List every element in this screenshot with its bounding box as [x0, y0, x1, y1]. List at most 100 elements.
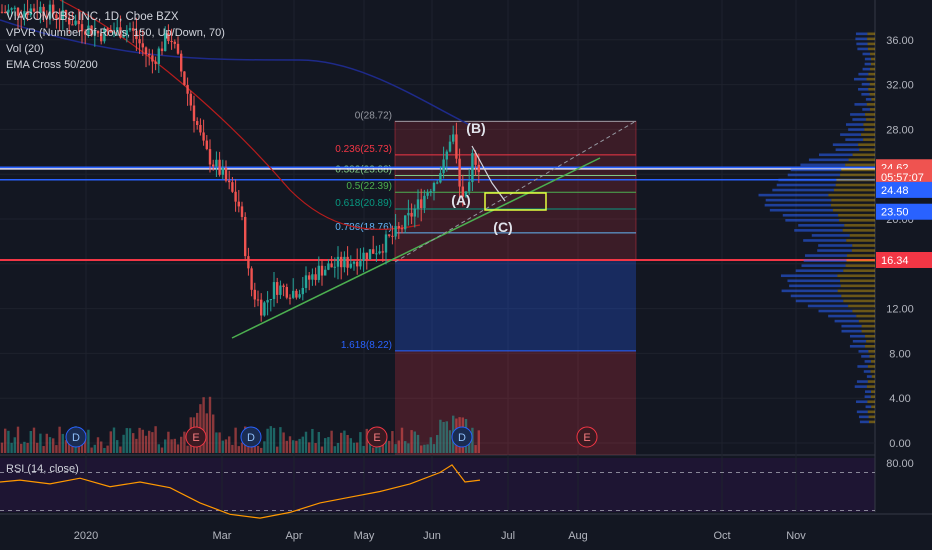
volume-bar [263, 441, 266, 453]
vpvr-down-bar [864, 345, 875, 348]
volume-bar [432, 444, 436, 453]
volume-bar [336, 442, 340, 453]
vpvr-up-bar [856, 42, 868, 46]
vpvr-up-bar [807, 304, 849, 308]
candle-body [106, 28, 109, 31]
vpvr-down-bar [867, 365, 875, 368]
vpvr-down-bar [845, 163, 875, 167]
volume-bar [330, 430, 333, 453]
vpvr-down-bar [870, 395, 875, 398]
candle-body [48, 4, 52, 19]
volume-bar [295, 440, 298, 453]
vpvr-up-bar [854, 385, 867, 388]
candle-body [397, 226, 400, 229]
vpvr-up-bar [865, 405, 872, 409]
event-marker: E [185, 426, 207, 448]
candle-body [7, 9, 10, 13]
vpvr-up-bar [858, 87, 869, 91]
vpvr-up-bar [811, 234, 850, 237]
candle-body [237, 201, 240, 207]
vpvr-down-bar [867, 410, 875, 414]
event-label: E [373, 432, 380, 444]
volume-bar [388, 440, 391, 453]
vpvr-up-bar [840, 133, 862, 136]
volume-bar [298, 438, 301, 453]
vpvr-down-bar [839, 219, 875, 222]
vpvr-up-bar [804, 254, 847, 257]
candle-body [279, 285, 282, 295]
candle-body [55, 14, 58, 19]
volume-indicator-label[interactable]: Vol (20) [6, 43, 44, 55]
fib-level-label: 0.618(20.89) [335, 198, 392, 209]
volume-bar [340, 432, 343, 453]
vpvr-up-bar [818, 153, 853, 157]
vpvr-down-bar [852, 153, 875, 157]
event-marker: E [576, 426, 598, 448]
volume-bar [292, 440, 295, 453]
vpvr-up-bar [803, 239, 847, 242]
trendline [231, 157, 601, 339]
volume-bar [266, 428, 269, 453]
candle-body [394, 226, 397, 237]
candle-body [442, 159, 445, 174]
volume-bar [170, 439, 173, 453]
vpvr-down-bar [865, 113, 875, 116]
rsi-axis-label: 80.00 [886, 458, 914, 470]
candle-body [58, 18, 61, 20]
vpvr-up-bar [845, 138, 864, 141]
vpvr-down-bar [866, 103, 875, 106]
volume-bar [42, 446, 45, 453]
price-badge-label: 24.48 [881, 185, 909, 197]
vpvr-up-bar [862, 52, 871, 56]
vpvr-up-bar [778, 178, 837, 182]
candle-body [356, 261, 359, 267]
ema-200-line [0, 19, 471, 126]
candle-body [311, 274, 314, 280]
rsi-line [0, 464, 481, 519]
vpvr-up-bar [795, 269, 844, 272]
vpvr-down-bar [842, 229, 875, 232]
volume-bar [132, 433, 135, 453]
candle-body [292, 290, 295, 298]
candle-body [202, 132, 205, 141]
volume-bar [135, 438, 138, 453]
volume-bar [362, 445, 365, 453]
vpvr-up-bar [818, 244, 853, 247]
candle-body [445, 151, 448, 160]
vpvr-down-bar [859, 148, 875, 152]
candle-body [269, 299, 272, 301]
volume-bar [93, 444, 96, 453]
candle-body [468, 182, 471, 192]
volume-bar [400, 427, 404, 453]
vpvr-up-bar [859, 420, 869, 424]
candle-body [71, 24, 74, 26]
volume-bar [7, 430, 10, 453]
candle-body [247, 256, 250, 269]
volume-bar [429, 437, 432, 453]
candle-body [84, 31, 87, 35]
volume-bar [439, 419, 442, 453]
vpvr-down-bar [870, 360, 875, 363]
vpvr-down-bar [841, 168, 875, 172]
volume-bar [391, 431, 394, 453]
vpvr-down-bar [868, 87, 875, 91]
volume-bar [247, 446, 250, 453]
vpvr-up-bar [864, 62, 871, 66]
vpvr-indicator-label[interactable]: VPVR (Number Of Rows, 150, Up/Down, 70) [6, 27, 225, 39]
volume-bar [413, 431, 416, 453]
candle-body [68, 17, 71, 25]
candle-body [74, 20, 77, 25]
candle-body [276, 282, 279, 295]
symbol-title[interactable]: VIACOMCBS INC, 1D, Cboe BZX [6, 11, 179, 23]
vpvr-up-bar [817, 249, 852, 252]
vpvr-up-bar [835, 148, 860, 152]
candle-body [420, 199, 423, 208]
vpvr-down-bar [840, 173, 875, 177]
volume-bar [0, 442, 4, 453]
vpvr-down-bar [864, 334, 875, 338]
candle-body [253, 289, 256, 300]
candle-body [327, 263, 330, 270]
vpvr-down-bar [849, 234, 875, 237]
ema-indicator-label[interactable]: EMA Cross 50/200 [6, 59, 98, 71]
